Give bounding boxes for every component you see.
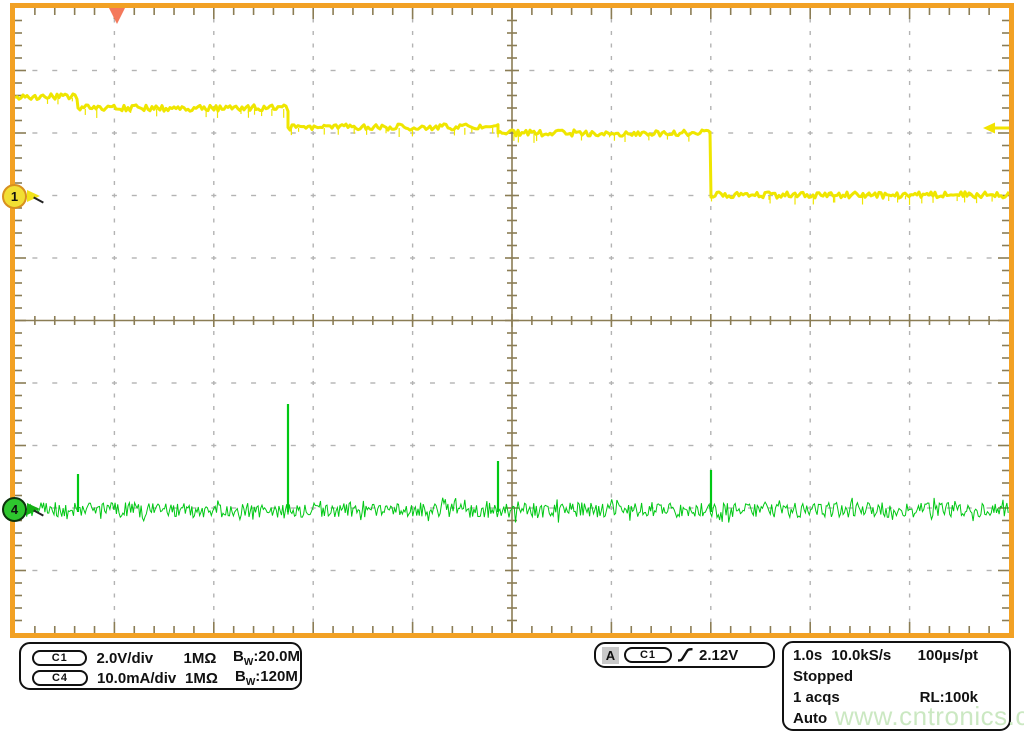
trigger-source-badge[interactable]: C1 [624, 647, 672, 663]
timebase-value: 1.0s [793, 647, 823, 664]
watermark: www.cntronics.com [835, 701, 1024, 731]
trigger-position-marker[interactable] [109, 8, 125, 24]
channel-4-reference-marker[interactable]: 4 [2, 496, 27, 522]
horizontal-readout-box[interactable]: 1.0s 10.0kS/s 100µs/pt Stopped 1 acqs RL… [782, 641, 1011, 731]
channel-4-impedance: 1MΩ [185, 669, 218, 687]
channel-1-reference-marker[interactable]: 1 [2, 183, 27, 209]
channel-4-bandwidth: BW:120M [235, 668, 298, 688]
channel-4-readout-row[interactable]: C4 10.0mA/div 1MΩ BW:120M [32, 668, 300, 688]
graticule-frame [10, 3, 1014, 638]
bandwidth-w: W [243, 657, 254, 668]
trigger-mode: Auto [793, 710, 828, 727]
channel-1-impedance: 1MΩ [183, 649, 217, 667]
acquisition-state-row: Stopped [784, 666, 1009, 687]
record-length: RL:100k [919, 689, 978, 706]
channel-readout-box[interactable]: C1 2.0V/div 1MΩ BW:20.0M C4 10.0mA/div 1… [19, 642, 302, 690]
channel-1-badge[interactable]: C1 [32, 650, 88, 666]
bandwidth-value: :20.0M [253, 648, 300, 665]
trigger-mode-row: Auto [784, 708, 1009, 729]
bandwidth-b: B [235, 668, 246, 685]
acquisition-count: 1 acqs [793, 689, 840, 706]
bandwidth-value: :120M [255, 668, 298, 685]
bandwidth-b: B [233, 648, 244, 665]
waveform-display [15, 8, 1009, 633]
channel-1-bandwidth: BW:20.0M [233, 648, 300, 668]
acquisition-count-row: 1 acqs RL:100k [784, 687, 1009, 708]
bandwidth-w: W [245, 677, 256, 688]
trigger-readout-box[interactable]: A C1 2.12V [594, 642, 775, 668]
rising-edge-icon [677, 647, 694, 663]
acquisition-state: Stopped [793, 668, 853, 685]
timebase-row: 1.0s 10.0kS/s 100µs/pt [784, 645, 1009, 666]
channel-4-badge[interactable]: C4 [32, 670, 88, 686]
sample-rate-value: 10.0kS/s [831, 647, 892, 664]
channel-1-scale: 2.0V/div [96, 649, 154, 667]
resolution-value: 100µs/pt [917, 647, 978, 664]
channel-4-scale: 10.0mA/div [97, 669, 177, 687]
trigger-level-value: 2.12V [699, 646, 739, 664]
trigger-system-badge: A [602, 646, 619, 664]
channel-1-readout-row[interactable]: C1 2.0V/div 1MΩ BW:20.0M [32, 648, 300, 668]
